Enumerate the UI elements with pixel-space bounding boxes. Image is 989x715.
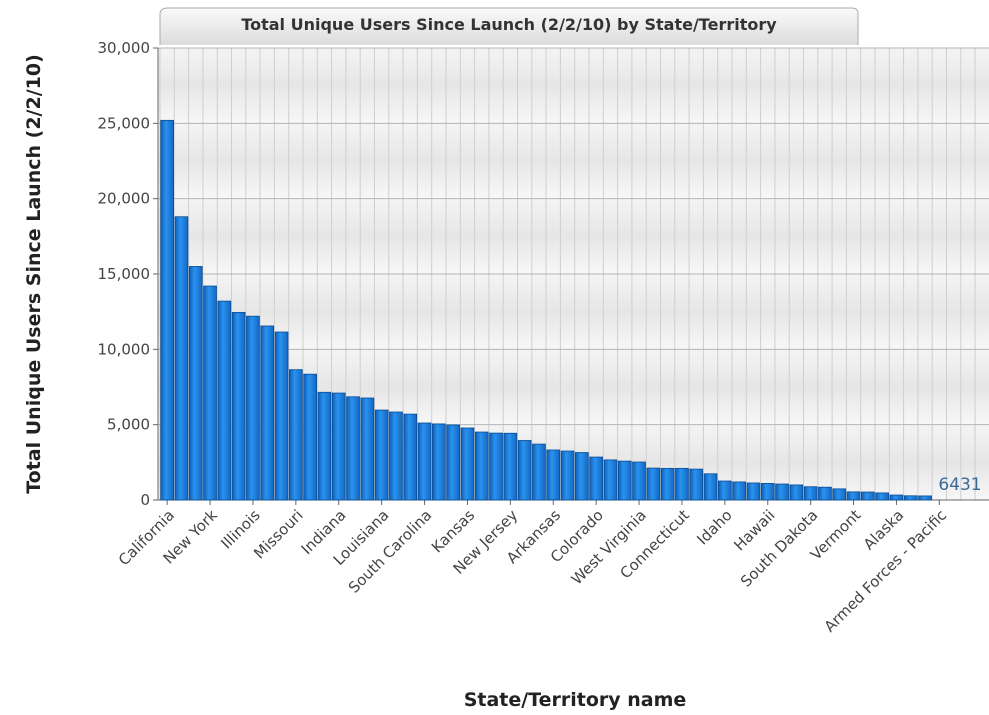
bar — [274, 331, 289, 501]
y-tick-label: 30,000 — [98, 39, 151, 57]
bar — [317, 391, 332, 501]
bar — [646, 467, 661, 501]
bar — [303, 373, 317, 501]
bar — [489, 432, 503, 501]
x-axis-label: State/Territory name — [464, 689, 687, 711]
y-tick-label: 15,000 — [98, 265, 151, 283]
bar — [246, 315, 260, 501]
bar — [460, 427, 475, 501]
bar — [503, 432, 518, 501]
bar — [403, 413, 418, 501]
bar — [517, 440, 532, 501]
bar — [389, 411, 403, 501]
bar — [374, 409, 389, 501]
bar — [260, 325, 275, 501]
grid-band — [158, 123, 989, 199]
bar — [589, 456, 603, 501]
bar — [703, 473, 718, 501]
y-axis-label: Total Unique Users Since Launch (2/2/10) — [23, 54, 45, 494]
grid-band — [158, 274, 989, 350]
bar — [560, 450, 575, 501]
bar — [632, 461, 646, 501]
grid-band — [158, 48, 989, 124]
bar — [446, 424, 460, 501]
bar — [861, 491, 875, 501]
bar — [417, 422, 432, 501]
bar — [603, 459, 618, 501]
bar — [760, 483, 775, 501]
bar — [289, 369, 303, 501]
bar — [331, 392, 346, 501]
bar — [675, 467, 689, 501]
y-tick-label: 5,000 — [107, 416, 150, 434]
bar — [432, 423, 446, 501]
bar — [918, 495, 932, 501]
bar — [217, 300, 232, 501]
bar — [474, 431, 489, 501]
bar — [875, 492, 889, 501]
bar — [231, 312, 246, 501]
title-tab — [159, 7, 859, 45]
bar — [160, 119, 174, 501]
bar — [203, 285, 217, 501]
bar — [832, 488, 847, 501]
bar — [575, 452, 589, 501]
bar — [803, 486, 818, 501]
bar — [660, 467, 675, 501]
y-tick-label: 10,000 — [98, 340, 151, 358]
chart-title: Total Unique Users Since Launch (2/2/10)… — [241, 15, 777, 34]
bar — [617, 460, 632, 501]
annotation: 6431 — [938, 475, 981, 495]
x-tick-label: West Virginia — [568, 506, 650, 588]
bar — [689, 468, 704, 501]
bar — [789, 484, 804, 501]
bar — [174, 216, 189, 501]
bar — [746, 482, 761, 501]
y-tick-label: 25,000 — [98, 114, 151, 132]
bar — [903, 495, 918, 501]
bar — [775, 483, 789, 501]
bar — [546, 449, 561, 501]
y-tick-label: 20,000 — [98, 190, 151, 208]
bar — [889, 494, 904, 501]
bar — [718, 480, 732, 501]
bar — [532, 443, 546, 501]
bar — [346, 396, 360, 501]
bar — [818, 486, 832, 501]
bar — [360, 397, 375, 501]
grid-band — [158, 198, 989, 274]
bar — [846, 491, 861, 501]
y-tick-label: 0 — [140, 491, 150, 509]
bar — [732, 481, 746, 501]
bar — [188, 266, 203, 501]
